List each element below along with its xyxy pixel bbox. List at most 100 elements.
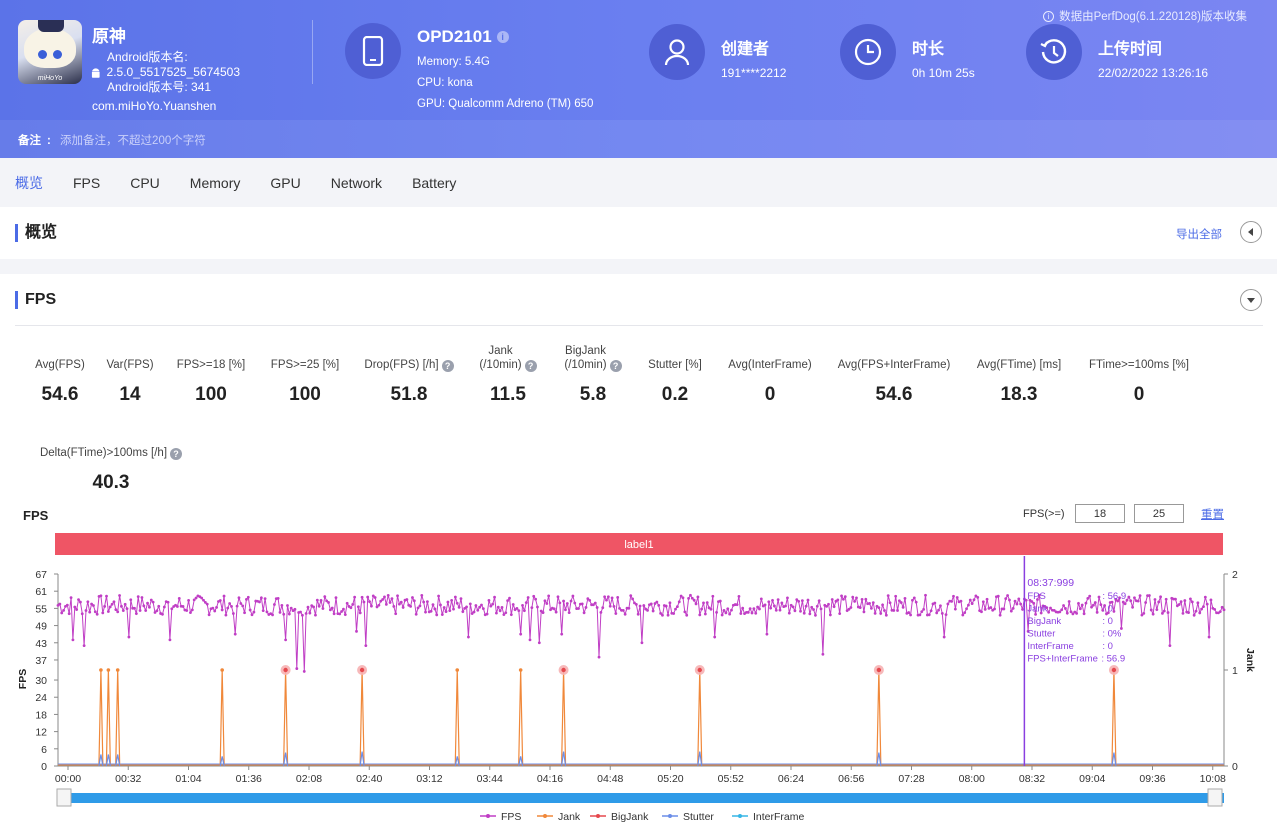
metric-9: Avg(FPS+InterFrame) 54.6 (819, 344, 969, 406)
fps-point (968, 598, 972, 602)
zoom-slider-right-handle[interactable] (1207, 788, 1223, 807)
fps-point (929, 609, 933, 613)
metric-5: Jank (/10min)? 11.5 (433, 344, 583, 406)
fps-point (162, 605, 166, 609)
y2-tick-label: 0 (1232, 761, 1238, 773)
jank-spike (219, 669, 225, 767)
fps-point (368, 600, 371, 604)
tooltip-key: Stutter (1027, 629, 1055, 640)
help-icon[interactable]: ? (170, 448, 183, 460)
device-memory: Memory: 5.4G (417, 56, 490, 68)
fps-point (342, 607, 345, 611)
fps-point (1080, 603, 1084, 607)
fps-point (101, 611, 105, 615)
fps-point (752, 607, 756, 611)
fps-point (108, 605, 112, 609)
collapse-sidebar-button[interactable] (1240, 221, 1262, 243)
x-tick-label: 05:52 (718, 773, 744, 785)
fps-point (133, 606, 136, 610)
tab-3[interactable]: Memory (189, 175, 241, 191)
fps-point (340, 610, 343, 613)
stutter-spike (876, 752, 882, 767)
label-band[interactable] (55, 533, 1223, 555)
fps-point (390, 597, 394, 601)
legend-label-interframe[interactable]: InterFrame (753, 811, 805, 823)
metric-value: 0 (1133, 384, 1145, 405)
fps-point (1119, 627, 1123, 630)
fps-point (190, 608, 194, 612)
fps-point (1116, 599, 1120, 603)
reset-button[interactable]: 重置 (1201, 509, 1224, 521)
y-tick-label: 18 (35, 709, 47, 721)
fps-threshold-input-1[interactable] (1075, 504, 1125, 523)
fps-point (700, 607, 704, 611)
metric-label: Avg(FTime) [ms] (976, 359, 1062, 371)
tab-0[interactable]: 概览 (15, 175, 43, 191)
legend-label-fps[interactable]: FPS (501, 811, 521, 823)
zoom-slider-track[interactable] (58, 793, 1224, 803)
fps-point (817, 599, 821, 603)
fps-point (239, 602, 243, 605)
fps-point (306, 605, 310, 609)
fps-point (299, 610, 302, 614)
metric-1: Var(FPS) 14 (55, 344, 205, 406)
zoom-slider-left-handle[interactable] (56, 788, 72, 807)
fps-point (694, 602, 698, 606)
fps-point (140, 596, 144, 599)
note-bar[interactable]: 备注: 添加备注，不超过200个字符 (0, 120, 1277, 158)
fps-point (1147, 594, 1151, 597)
fps-point (1006, 594, 1009, 597)
fps-point (448, 609, 452, 612)
fps-point (758, 607, 761, 611)
fps-point (776, 598, 780, 601)
y-tick-label: 49 (35, 621, 47, 633)
legend-label-stutter[interactable]: Stutter (683, 811, 714, 823)
fps-point (508, 596, 511, 600)
tab-1[interactable]: FPS (73, 175, 101, 191)
fps-point (315, 598, 319, 602)
tab-6[interactable]: Battery (412, 175, 457, 191)
tab-2[interactable]: CPU (130, 175, 160, 191)
help-icon[interactable]: ? (441, 360, 454, 372)
fps-point (205, 602, 209, 606)
legend-label-bigjank[interactable]: BigJank (611, 811, 649, 823)
fps-point (1090, 605, 1093, 609)
tab-5[interactable]: Network (330, 175, 383, 191)
fps-point (858, 606, 862, 609)
export-all-button[interactable]: 导出全部 (1176, 229, 1222, 241)
tab-4[interactable]: GPU (270, 175, 301, 191)
x-tick-label: 04:16 (537, 773, 563, 785)
creator-value: 191****2212 (721, 66, 787, 80)
fps-point (705, 601, 709, 605)
fps-point (1207, 635, 1211, 639)
fps-point (1015, 602, 1019, 606)
fps-chart[interactable]: label10612182430374349556167012FPSJank00… (0, 529, 1277, 825)
fps-point (950, 599, 954, 603)
fps-point (601, 606, 605, 610)
fps-point (95, 612, 99, 616)
fps-point (351, 603, 355, 606)
fps-point (1092, 603, 1095, 607)
stutter-spike (560, 751, 567, 767)
fps-point (1101, 608, 1105, 612)
fps-point (224, 613, 228, 617)
help-icon[interactable]: ? (524, 360, 537, 372)
fps-point (1161, 611, 1164, 615)
note-input[interactable]: 添加备注，不超过200个字符 (60, 135, 206, 147)
fps-point (148, 605, 151, 609)
fps-point (222, 594, 226, 598)
fps-point (69, 596, 73, 600)
help-icon[interactable]: ? (609, 360, 622, 372)
fps-point (772, 604, 776, 608)
fps-point (362, 600, 366, 604)
legend-label-jank[interactable]: Jank (558, 811, 581, 823)
fps-point (465, 605, 468, 609)
fps-point (767, 600, 771, 604)
fps-point (1183, 599, 1187, 602)
fps-threshold-input-2[interactable] (1134, 504, 1184, 523)
device-info-icon[interactable]: i (496, 31, 509, 43)
app-icon-logo: miHoYo (37, 75, 63, 82)
fps-collapse-button[interactable] (1240, 289, 1262, 311)
fps-point (1200, 607, 1204, 611)
fps-point (674, 607, 677, 611)
